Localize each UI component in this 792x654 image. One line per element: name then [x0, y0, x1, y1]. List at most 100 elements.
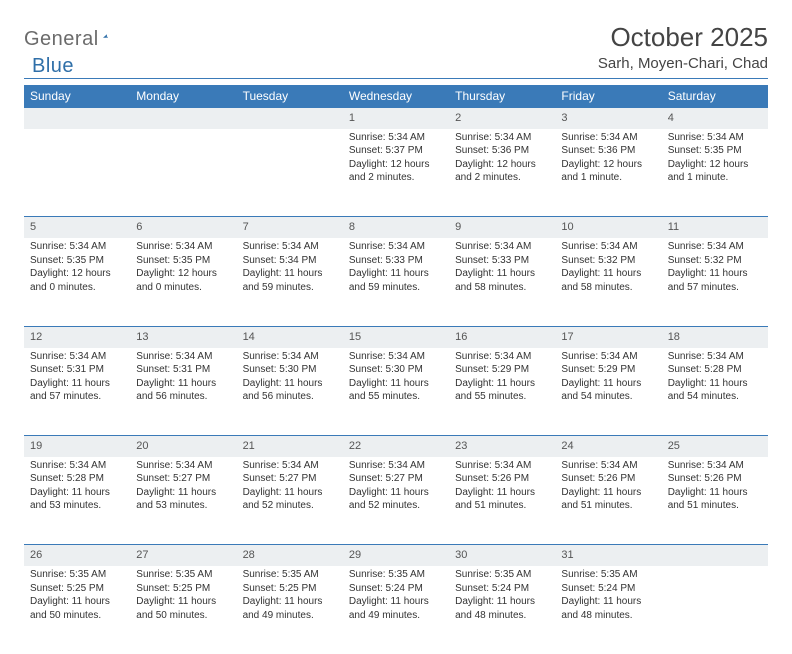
sunrise-line: Sunrise: 5:34 AM: [136, 459, 230, 473]
sunrise-line: Sunrise: 5:34 AM: [561, 459, 655, 473]
brand-part2: Blue: [32, 55, 74, 78]
day-number: 7: [237, 217, 343, 238]
day-number: 19: [24, 436, 130, 457]
day-content-row: Sunrise: 5:34 AMSunset: 5:31 PMDaylight:…: [24, 348, 768, 436]
daylight-line-2: and 52 minutes.: [349, 499, 443, 513]
day-cell-body: Sunrise: 5:34 AMSunset: 5:37 PMDaylight:…: [343, 129, 449, 189]
empty-day-number: [130, 108, 236, 129]
daylight-line-2: and 59 minutes.: [349, 281, 443, 295]
day-header: Monday: [130, 85, 236, 108]
sunrise-line: Sunrise: 5:34 AM: [243, 350, 337, 364]
sunrise-line: Sunrise: 5:34 AM: [349, 459, 443, 473]
sunrise-line: Sunrise: 5:34 AM: [30, 459, 124, 473]
sunset-line: Sunset: 5:33 PM: [455, 254, 549, 268]
daylight-line-2: and 53 minutes.: [136, 499, 230, 513]
sunrise-line: Sunrise: 5:34 AM: [30, 240, 124, 254]
day-cell-body: Sunrise: 5:35 AMSunset: 5:24 PMDaylight:…: [449, 566, 555, 626]
day-cell: Sunrise: 5:34 AMSunset: 5:35 PMDaylight:…: [130, 238, 236, 326]
brand-part1: General: [24, 28, 99, 51]
daylight-line-2: and 59 minutes.: [243, 281, 337, 295]
day-cell-body: Sunrise: 5:34 AMSunset: 5:33 PMDaylight:…: [449, 238, 555, 298]
empty-cell: [662, 566, 768, 654]
daylight-line-1: Daylight: 11 hours: [349, 377, 443, 391]
day-cell: Sunrise: 5:34 AMSunset: 5:32 PMDaylight:…: [662, 238, 768, 326]
day-number: 1: [343, 108, 449, 129]
day-number: 31: [555, 545, 661, 566]
daylight-line-2: and 51 minutes.: [668, 499, 762, 513]
sunset-line: Sunset: 5:29 PM: [561, 363, 655, 377]
daylight-line-1: Daylight: 11 hours: [349, 267, 443, 281]
sunset-line: Sunset: 5:31 PM: [30, 363, 124, 377]
sunset-line: Sunset: 5:27 PM: [349, 472, 443, 486]
day-number: 16: [449, 326, 555, 347]
day-cell-body: Sunrise: 5:34 AMSunset: 5:32 PMDaylight:…: [662, 238, 768, 298]
day-content-row: Sunrise: 5:35 AMSunset: 5:25 PMDaylight:…: [24, 566, 768, 654]
daylight-line-1: Daylight: 12 hours: [136, 267, 230, 281]
sunset-line: Sunset: 5:36 PM: [561, 144, 655, 158]
sunset-line: Sunset: 5:35 PM: [668, 144, 762, 158]
day-cell-body: Sunrise: 5:35 AMSunset: 5:25 PMDaylight:…: [130, 566, 236, 626]
day-number: 25: [662, 436, 768, 457]
daylight-line-1: Daylight: 11 hours: [455, 595, 549, 609]
daylight-line-1: Daylight: 12 hours: [455, 158, 549, 172]
sunrise-line: Sunrise: 5:34 AM: [455, 240, 549, 254]
day-number: 27: [130, 545, 236, 566]
day-cell: Sunrise: 5:34 AMSunset: 5:28 PMDaylight:…: [662, 348, 768, 436]
sunrise-line: Sunrise: 5:35 AM: [561, 568, 655, 582]
sunrise-line: Sunrise: 5:34 AM: [30, 350, 124, 364]
day-number: 26: [24, 545, 130, 566]
daylight-line-1: Daylight: 11 hours: [561, 486, 655, 500]
day-cell-body: Sunrise: 5:34 AMSunset: 5:33 PMDaylight:…: [343, 238, 449, 298]
sunset-line: Sunset: 5:35 PM: [136, 254, 230, 268]
sunset-line: Sunset: 5:34 PM: [243, 254, 337, 268]
daylight-line-1: Daylight: 11 hours: [136, 595, 230, 609]
day-cell: Sunrise: 5:35 AMSunset: 5:24 PMDaylight:…: [555, 566, 661, 654]
daylight-line-2: and 2 minutes.: [349, 171, 443, 185]
day-header: Thursday: [449, 85, 555, 108]
sunrise-line: Sunrise: 5:34 AM: [243, 459, 337, 473]
day-cell: Sunrise: 5:34 AMSunset: 5:30 PMDaylight:…: [343, 348, 449, 436]
day-cell: Sunrise: 5:34 AMSunset: 5:33 PMDaylight:…: [343, 238, 449, 326]
daylight-line-1: Daylight: 11 hours: [243, 267, 337, 281]
daylight-line-2: and 51 minutes.: [561, 499, 655, 513]
sunrise-line: Sunrise: 5:34 AM: [243, 240, 337, 254]
day-number: 6: [130, 217, 236, 238]
sunrise-line: Sunrise: 5:34 AM: [455, 131, 549, 145]
header: General October 2025 Sarh, Moyen-Chari, …: [24, 22, 768, 79]
day-number: 21: [237, 436, 343, 457]
day-cell: Sunrise: 5:35 AMSunset: 5:25 PMDaylight:…: [24, 566, 130, 654]
brand-logo: General: [24, 22, 131, 51]
daylight-line-2: and 1 minute.: [561, 171, 655, 185]
sunset-line: Sunset: 5:24 PM: [455, 582, 549, 596]
day-cell: Sunrise: 5:34 AMSunset: 5:29 PMDaylight:…: [449, 348, 555, 436]
day-cell-body: Sunrise: 5:34 AMSunset: 5:27 PMDaylight:…: [130, 457, 236, 517]
day-number: 3: [555, 108, 661, 129]
day-number: 4: [662, 108, 768, 129]
day-cell-body: Sunrise: 5:34 AMSunset: 5:27 PMDaylight:…: [237, 457, 343, 517]
sunrise-line: Sunrise: 5:34 AM: [668, 459, 762, 473]
day-cell-body: Sunrise: 5:34 AMSunset: 5:36 PMDaylight:…: [449, 129, 555, 189]
daylight-line-1: Daylight: 11 hours: [561, 377, 655, 391]
day-number: 14: [237, 326, 343, 347]
daylight-line-2: and 51 minutes.: [455, 499, 549, 513]
sunset-line: Sunset: 5:36 PM: [455, 144, 549, 158]
daylight-line-1: Daylight: 12 hours: [668, 158, 762, 172]
sunset-line: Sunset: 5:32 PM: [668, 254, 762, 268]
sunset-line: Sunset: 5:26 PM: [668, 472, 762, 486]
daylight-line-2: and 53 minutes.: [30, 499, 124, 513]
sunrise-line: Sunrise: 5:35 AM: [30, 568, 124, 582]
day-cell-body: Sunrise: 5:34 AMSunset: 5:28 PMDaylight:…: [662, 348, 768, 408]
sunset-line: Sunset: 5:37 PM: [349, 144, 443, 158]
day-cell: Sunrise: 5:34 AMSunset: 5:35 PMDaylight:…: [662, 129, 768, 217]
day-number: 8: [343, 217, 449, 238]
day-cell: Sunrise: 5:34 AMSunset: 5:27 PMDaylight:…: [343, 457, 449, 545]
daylight-line-2: and 57 minutes.: [668, 281, 762, 295]
day-number: 22: [343, 436, 449, 457]
day-number: 30: [449, 545, 555, 566]
calendar-page: General October 2025 Sarh, Moyen-Chari, …: [0, 0, 792, 654]
day-header: Sunday: [24, 85, 130, 108]
day-cell: Sunrise: 5:34 AMSunset: 5:36 PMDaylight:…: [449, 129, 555, 217]
day-cell: Sunrise: 5:35 AMSunset: 5:25 PMDaylight:…: [237, 566, 343, 654]
daylight-line-2: and 48 minutes.: [455, 609, 549, 623]
day-number: 17: [555, 326, 661, 347]
